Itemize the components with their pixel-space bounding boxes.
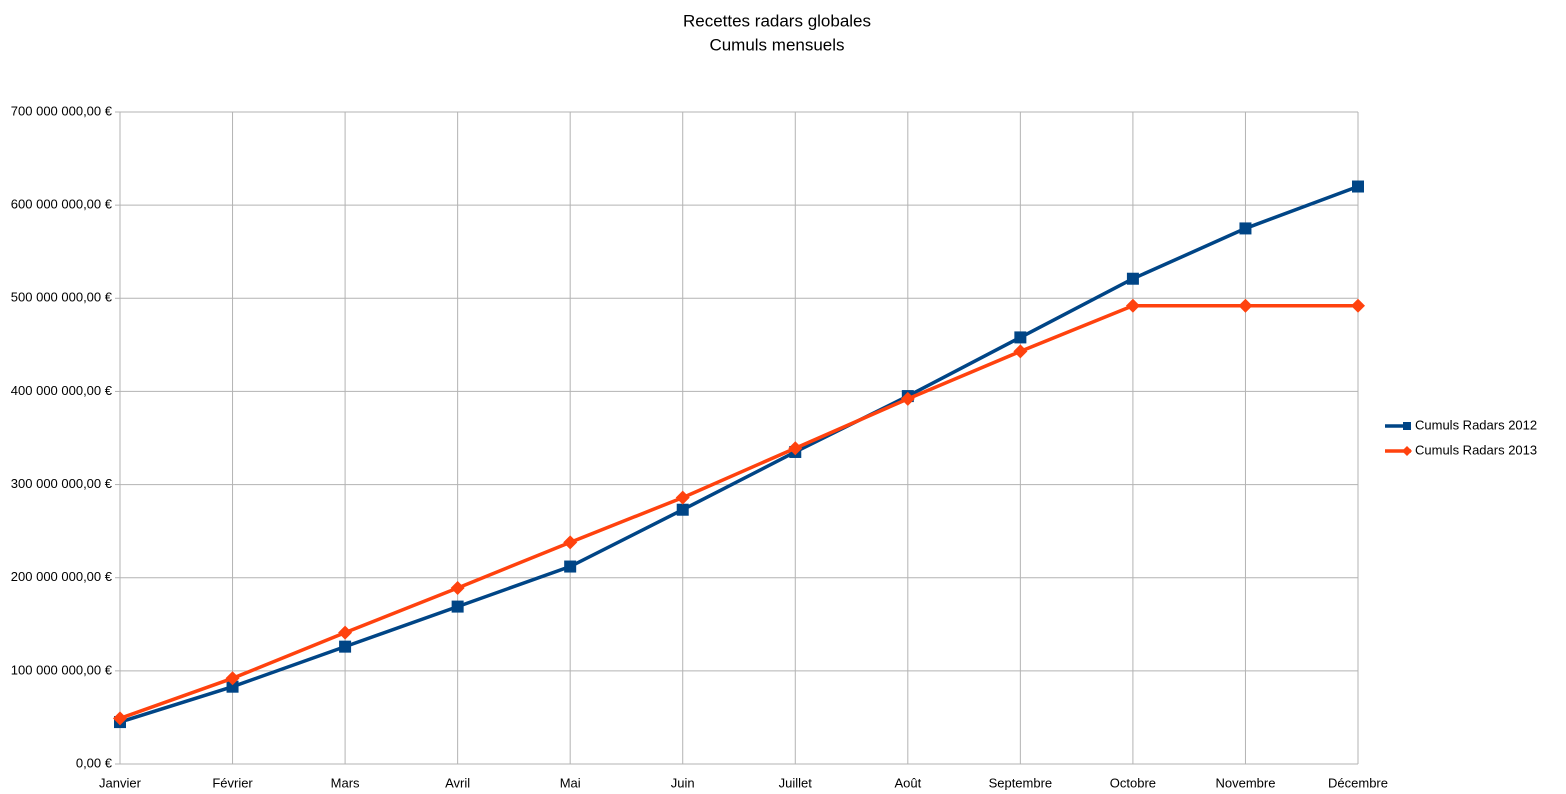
legend-label: Cumuls Radars 2013 [1415,442,1537,457]
marker [451,600,464,613]
marker [900,391,915,406]
x-tick-label: Septembre [989,775,1053,790]
series-line [119,184,1359,724]
x-tick-label: Mars [331,775,360,790]
x-tick-label: Juin [671,775,695,790]
marker [1238,298,1253,313]
x-tick-label: Décembre [1328,775,1388,790]
series-line [119,303,1358,721]
marker [339,640,352,653]
y-tick-label: 300 000 000,00 € [11,476,113,491]
y-tick-label: 100 000 000,00 € [11,662,113,677]
marker [1402,446,1412,456]
marker [113,711,127,726]
marker [1013,344,1028,359]
chart-subtitle: Cumuls mensuels [709,35,844,54]
marker [1352,180,1364,193]
marker [788,441,803,456]
x-tick-label: Octobre [1110,775,1156,790]
y-tick-label: 700 000 000,00 € [11,103,113,118]
marker [1014,331,1027,344]
legend-label: Cumuls Radars 2012 [1415,417,1537,432]
marker [225,671,240,686]
marker [563,535,578,550]
y-tick-label: 600 000 000,00 € [11,197,113,212]
chart-title: Recettes radars globales [683,11,871,30]
marker [675,490,690,505]
y-tick-label: 500 000 000,00 € [11,290,113,305]
y-tick-label: 400 000 000,00 € [11,383,113,398]
marker [450,580,465,595]
marker [1239,222,1252,235]
marker [1351,298,1365,313]
marker [338,625,353,640]
marker [676,503,689,516]
y-tick-label: 200 000 000,00 € [11,569,113,584]
marker [1126,272,1139,285]
x-tick-label: Janvier [99,775,142,790]
marker [1403,422,1411,430]
marker [226,680,239,693]
x-tick-label: Novembre [1215,775,1275,790]
x-tick-label: Mai [560,775,581,790]
marker [1125,298,1140,313]
marker [564,560,577,573]
x-tick-label: Février [212,775,253,790]
x-tick-label: Avril [445,775,470,790]
x-tick-label: Juillet [779,775,813,790]
y-tick-label: 0,00 € [76,755,113,770]
x-tick-label: Août [894,775,921,790]
